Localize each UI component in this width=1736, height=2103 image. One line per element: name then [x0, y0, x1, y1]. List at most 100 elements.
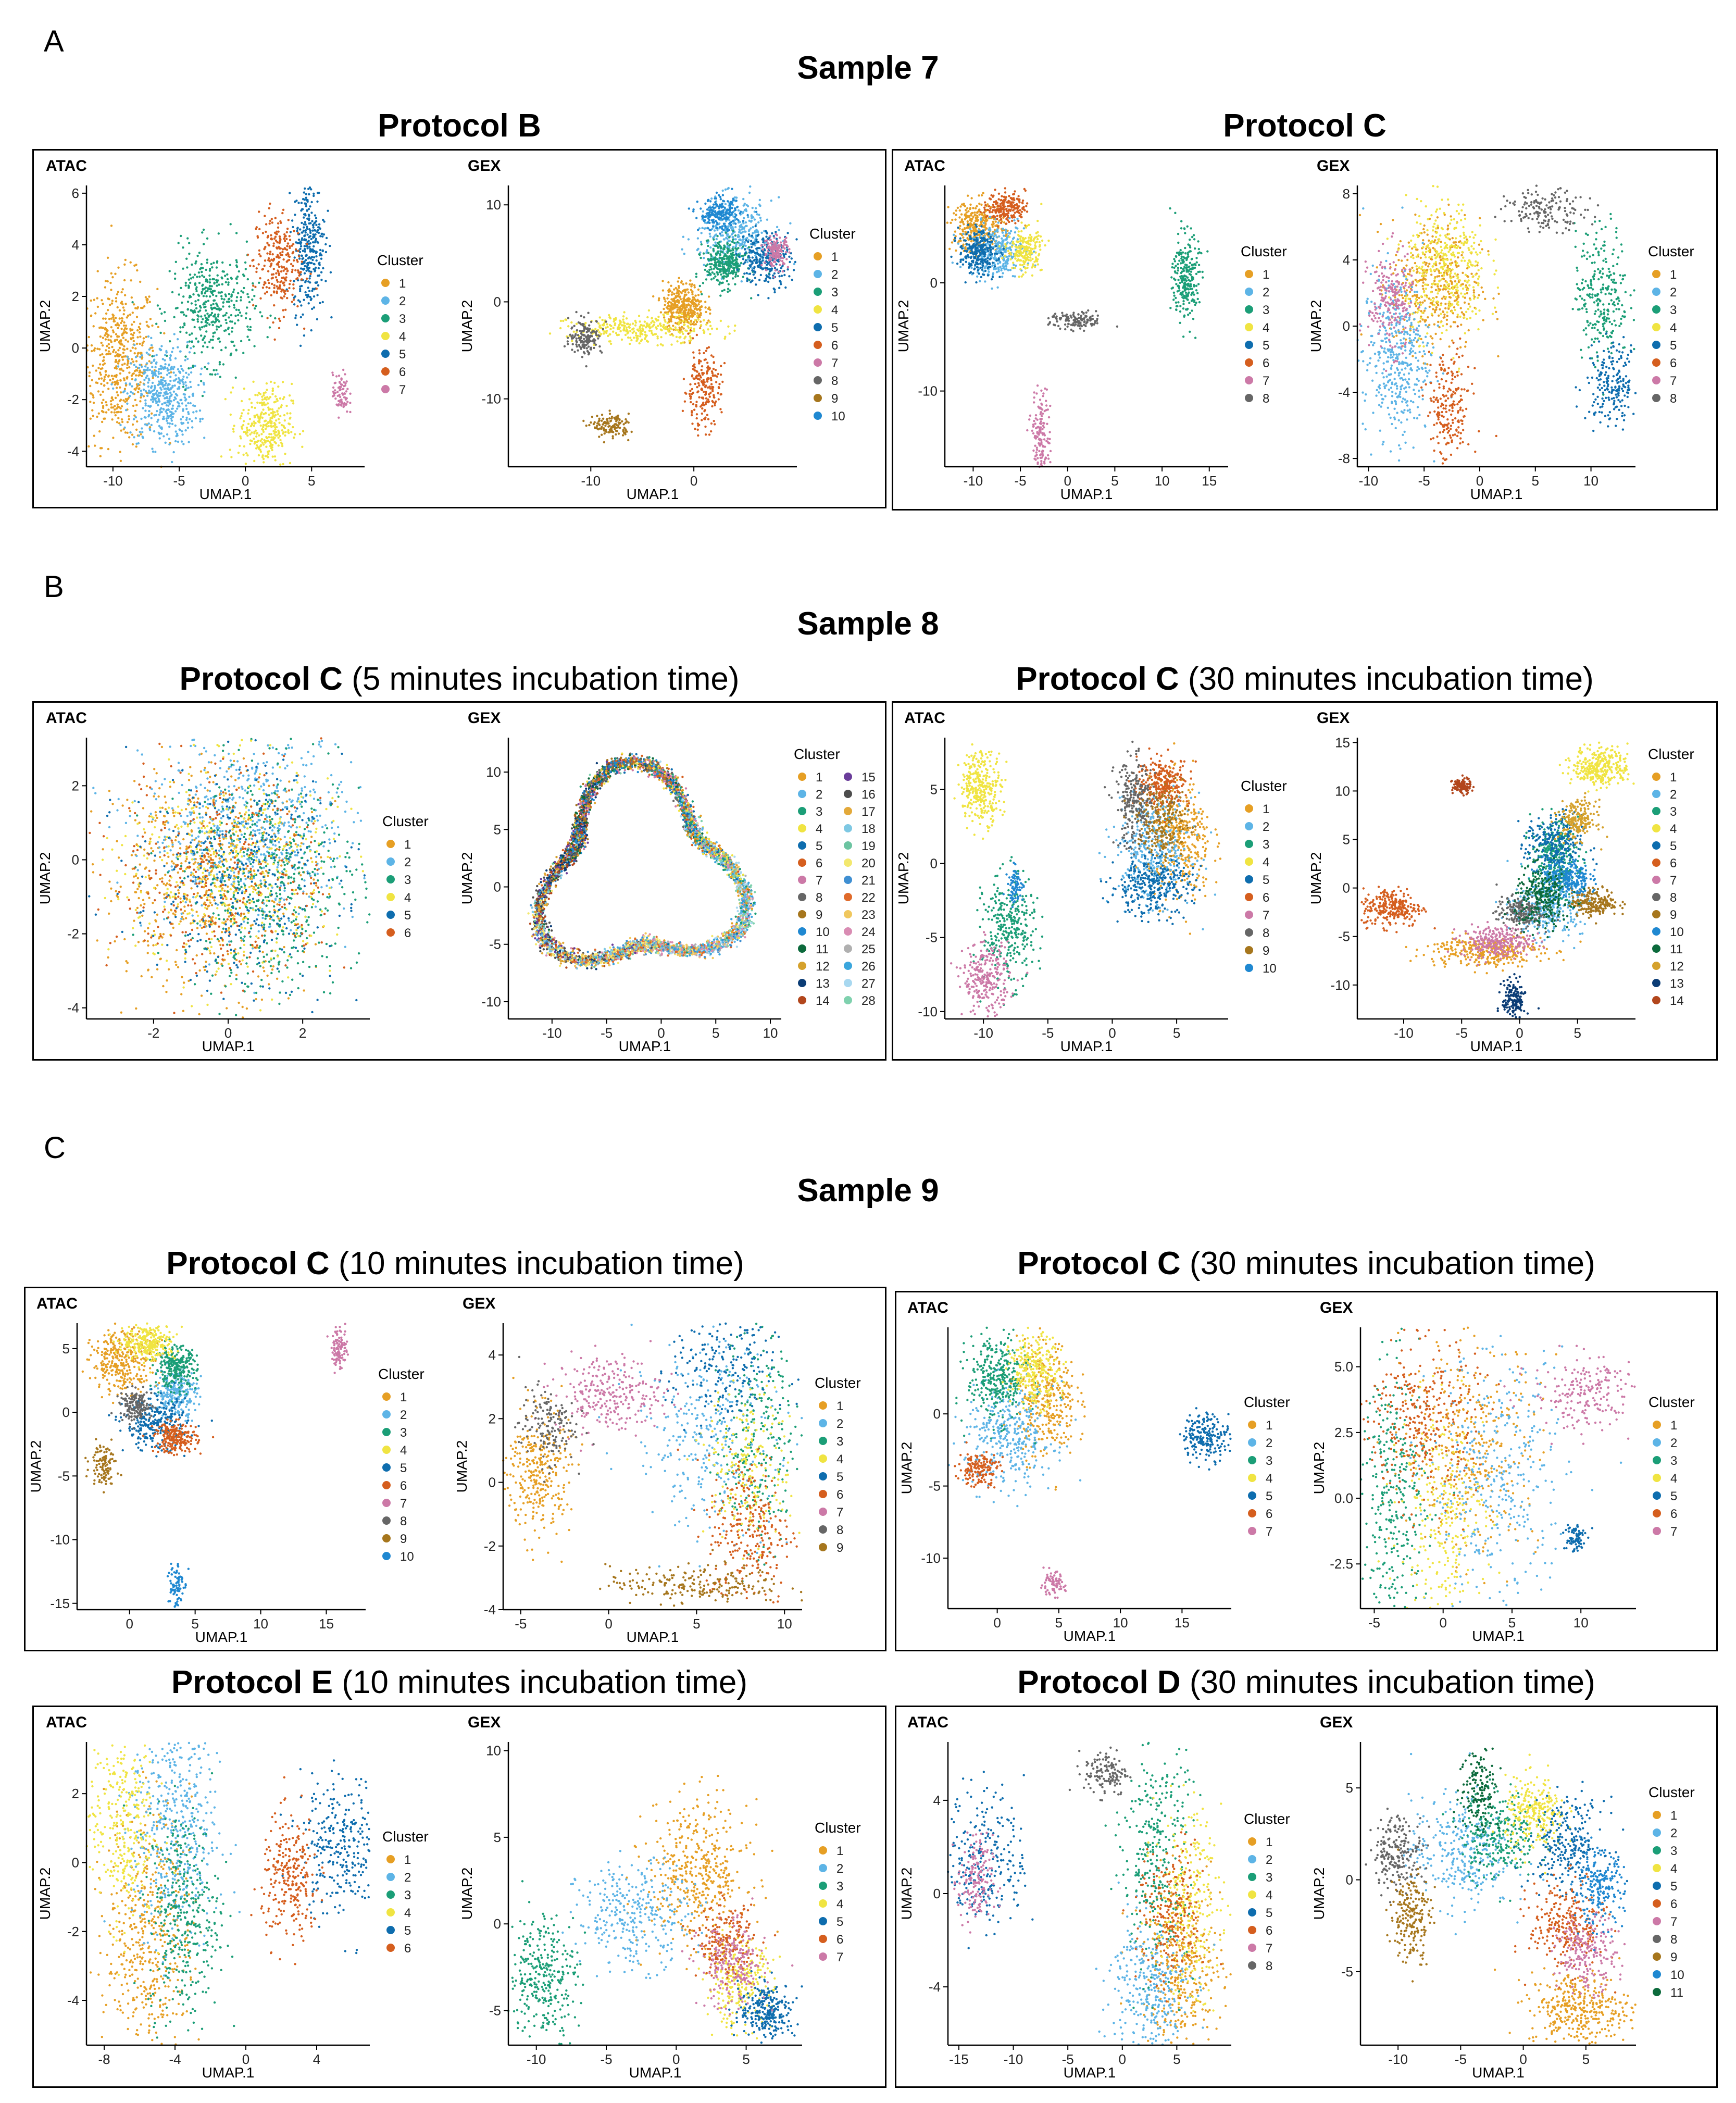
cell-point — [146, 369, 149, 371]
cell-point — [114, 339, 117, 342]
cell-point — [136, 352, 139, 355]
cell-point — [279, 254, 282, 256]
cell-point — [681, 409, 684, 412]
cell-point — [116, 322, 119, 325]
cell-point — [588, 330, 590, 333]
cell-point — [96, 381, 99, 384]
cell-point — [124, 431, 127, 434]
cell-point — [111, 406, 115, 409]
cell-point — [724, 203, 727, 205]
cell-point — [684, 317, 686, 320]
cell-point — [778, 275, 781, 278]
cell-point — [210, 285, 213, 288]
cell-point — [268, 222, 271, 225]
cell-point — [265, 230, 267, 233]
cell-point — [685, 282, 688, 285]
sample-title-a: Sample 7 — [0, 49, 1736, 86]
cell-point — [767, 245, 769, 248]
cell-point — [317, 226, 320, 229]
cell-point — [186, 301, 190, 303]
cell-point — [724, 335, 727, 338]
cell-point — [263, 401, 266, 404]
cell-point — [200, 334, 203, 337]
cell-point — [608, 316, 611, 319]
cell-point — [246, 306, 248, 309]
cell-point — [682, 332, 684, 335]
cell-point — [96, 415, 98, 418]
cell-point — [115, 365, 118, 368]
cell-point — [261, 232, 265, 234]
cell-point — [298, 255, 301, 258]
cell-point — [685, 304, 688, 306]
cell-point — [723, 244, 726, 247]
cell-point — [673, 297, 676, 300]
cell-point — [789, 222, 792, 225]
cell-point — [744, 244, 747, 247]
cell-point — [587, 312, 590, 314]
cell-point — [713, 394, 715, 396]
cell-point — [717, 392, 719, 394]
cell-point — [107, 343, 110, 345]
cell-point — [698, 327, 702, 330]
cell-point — [295, 314, 297, 317]
cell-point — [748, 191, 751, 194]
cell-point — [288, 235, 291, 238]
cell-point — [315, 259, 318, 262]
cell-point — [761, 267, 765, 270]
cell-point — [213, 290, 216, 292]
cell-point — [110, 403, 113, 406]
cell-point — [310, 270, 313, 273]
cell-point — [104, 370, 107, 372]
cell-point — [195, 337, 197, 340]
cell-point — [705, 323, 708, 326]
cell-point — [260, 401, 263, 404]
cell-point — [220, 295, 223, 297]
cell-point — [709, 214, 713, 216]
cell-point — [132, 337, 134, 339]
cell-point — [590, 331, 593, 334]
cell-point — [234, 315, 237, 317]
cell-point — [109, 281, 112, 284]
cell-point — [210, 308, 214, 310]
cell-point — [107, 297, 109, 300]
cell-point — [724, 213, 727, 216]
cell-point — [577, 321, 580, 324]
cell-point — [655, 318, 657, 321]
cell-point — [282, 309, 284, 312]
cell-point — [205, 268, 207, 271]
cell-point — [222, 305, 224, 308]
cell-point — [744, 230, 747, 233]
y-tick-label: 4 — [72, 237, 79, 253]
cell-point — [603, 421, 606, 424]
cell-point — [204, 314, 206, 317]
cell-point — [306, 262, 309, 265]
cell-point — [706, 321, 709, 324]
cell-point — [160, 426, 163, 429]
cell-point — [731, 272, 734, 275]
cell-point — [779, 259, 781, 262]
cell-point — [208, 278, 211, 281]
cell-point — [742, 219, 745, 222]
cell-point — [306, 265, 308, 268]
cell-point — [706, 347, 708, 350]
cell-point — [172, 412, 175, 415]
cell-point — [157, 394, 159, 397]
cell-point — [144, 416, 147, 419]
cell-point — [144, 371, 146, 374]
cell-point — [291, 293, 294, 296]
cell-point — [200, 380, 203, 382]
cell-point — [115, 358, 117, 362]
cell-point — [157, 418, 159, 421]
cell-point — [269, 202, 271, 205]
legend-label: 6 — [831, 339, 838, 353]
cell-point — [322, 218, 324, 221]
cell-point — [305, 205, 307, 207]
cell-point — [268, 287, 271, 290]
cell-point — [172, 399, 176, 402]
cell-point — [113, 318, 115, 321]
cell-point — [346, 410, 348, 413]
cell-point — [639, 326, 641, 328]
cell-point — [685, 306, 688, 308]
cell-point — [204, 290, 207, 293]
cell-point — [266, 396, 269, 399]
